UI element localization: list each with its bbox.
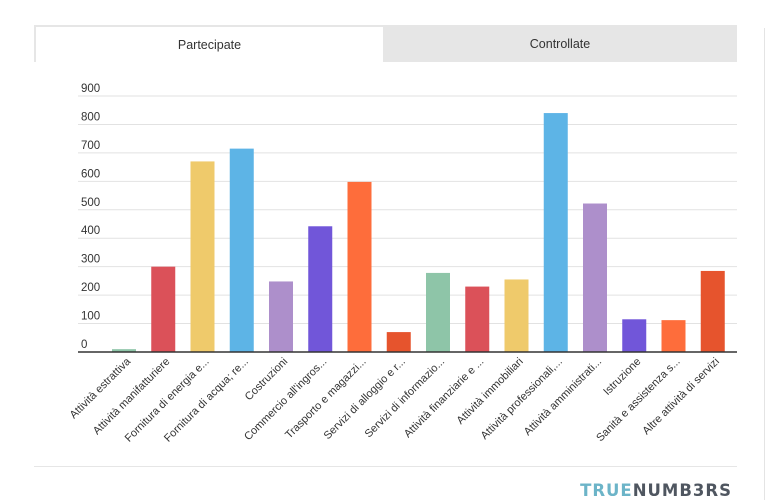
bar[interactable] (504, 279, 529, 352)
footer-divider (34, 466, 737, 467)
bar[interactable] (426, 272, 450, 352)
tab-controllate[interactable]: Controllate (383, 25, 737, 62)
bar[interactable] (661, 320, 686, 352)
y-tick-label: 500 (81, 197, 100, 209)
bar[interactable] (583, 203, 607, 352)
x-tick-label: Attività immobiliari (455, 356, 526, 427)
x-tick-label: Attività amministrati... (522, 356, 604, 438)
y-tick-label: 300 (81, 254, 100, 266)
x-tick-label: Altre attività di servizi (640, 356, 722, 438)
bar[interactable] (229, 148, 254, 352)
bar[interactable] (386, 332, 411, 352)
logo-numb3rs: NUMB3RS (632, 481, 732, 500)
y-tick-label: 0 (81, 339, 87, 351)
bar[interactable] (622, 319, 647, 352)
x-tick-label: Attività manifatturiere (91, 356, 173, 438)
bar-chart: 0 100 200 300 400 500 600 700 800 900 Attività es… (68, 83, 737, 445)
panel-right-border (764, 28, 765, 500)
bar[interactable] (347, 181, 372, 352)
y-tick-label: 900 (81, 83, 100, 95)
y-tick-label: 700 (81, 140, 100, 152)
tab-partecipate[interactable]: Partecipate (34, 25, 383, 62)
bar[interactable] (269, 281, 293, 352)
y-tick-label: 800 (81, 111, 100, 123)
chart-bars (112, 113, 725, 352)
bar[interactable] (308, 226, 333, 352)
bar[interactable] (465, 286, 490, 352)
bar[interactable] (190, 161, 215, 352)
bar[interactable] (112, 349, 136, 352)
bar[interactable] (151, 266, 176, 352)
bar[interactable] (543, 113, 568, 352)
truenumbers-logo: TRUENUMB3RS (580, 482, 732, 500)
y-tick-label: 100 (81, 311, 100, 323)
y-tick-label: 400 (81, 225, 100, 237)
bar[interactable] (700, 270, 725, 352)
y-tick-label: 600 (81, 168, 100, 180)
y-axis-labels: 0 100 200 300 400 500 600 700 800 900 (81, 83, 100, 351)
logo-true: TRUE (580, 481, 633, 500)
tab-bar: Partecipate Controllate (34, 25, 737, 62)
chart-gridlines (78, 95, 737, 325)
y-tick-label: 200 (81, 282, 100, 294)
